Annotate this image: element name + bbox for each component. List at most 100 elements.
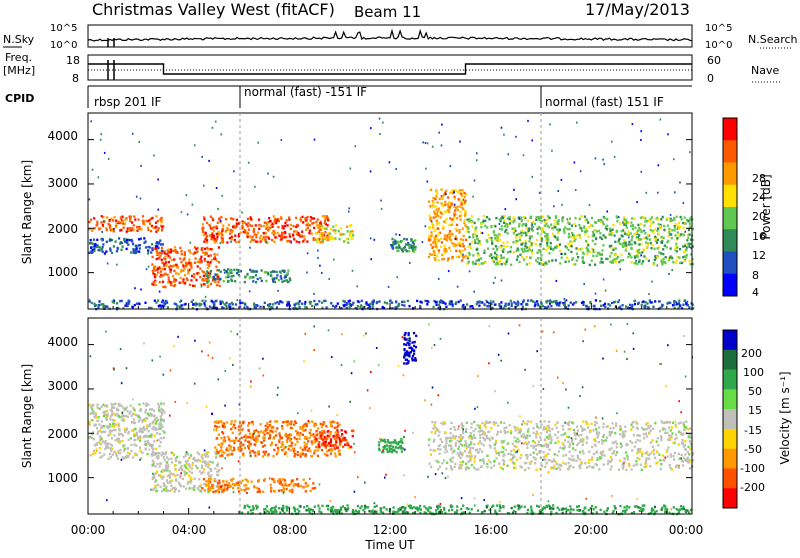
velocity-cell-r3	[248, 441, 250, 443]
power-cell-r3	[304, 218, 306, 220]
power-cell-r8	[559, 262, 561, 264]
power-cell-r0	[128, 229, 130, 231]
power-cell-r8	[495, 245, 497, 247]
power-cell-r2	[196, 272, 198, 274]
power-cell-r3	[302, 221, 304, 223]
power-cell-r8	[472, 254, 474, 256]
beam-label: Beam 11	[354, 3, 421, 21]
velocity-cell-r7	[543, 451, 545, 453]
power-cell-r7	[441, 204, 443, 206]
power-cell-r1	[102, 246, 104, 248]
velocity-cell-r2	[237, 481, 239, 483]
power-cell-r9	[112, 300, 114, 302]
power-noise-point	[575, 225, 577, 227]
power-cell-r9	[384, 301, 386, 303]
power-cell-r1	[132, 243, 134, 245]
power-cell-r8	[496, 249, 498, 251]
velocity-cell-r4	[349, 446, 351, 448]
velocity-cell-r3	[242, 454, 244, 456]
power-noise-point	[519, 218, 521, 220]
velocity-cell-r2	[270, 484, 272, 486]
velocity-cell-r3	[304, 444, 306, 446]
power-cell-r1	[138, 238, 140, 240]
power-cell-r8	[668, 231, 670, 233]
velocity-cell-r7	[481, 450, 483, 452]
power-cell-r9	[595, 299, 597, 301]
velocity-cell-r7	[607, 460, 609, 462]
power-cell-r9	[460, 299, 462, 301]
velocity-cell-r2	[224, 487, 226, 489]
power-cell-r2	[156, 251, 158, 253]
power-cell-r3	[284, 236, 286, 238]
power-cell-r8	[573, 237, 575, 239]
power-cell-r8	[474, 230, 476, 232]
power-noise-point	[632, 123, 634, 125]
velocity-cell-r5	[387, 441, 389, 443]
power-plot-area	[88, 113, 692, 309]
power-noise-point	[241, 212, 243, 214]
power-cell-r1	[128, 239, 130, 241]
power-cell-r9	[687, 304, 689, 306]
power-cell-r5	[209, 274, 211, 276]
power-noise-point	[267, 173, 269, 175]
power-noise-point	[321, 272, 323, 274]
velocity-cell-r7	[536, 423, 538, 425]
power-cell-r8	[599, 236, 601, 238]
power-cell-r8	[654, 236, 656, 238]
power-cell-r0	[96, 223, 98, 225]
velocity-cell-r0	[101, 431, 103, 433]
power-cell-r3	[324, 231, 326, 233]
velocity-cell-r0	[110, 409, 112, 411]
velocity-cell-r6	[411, 341, 413, 343]
velocity-cell-r1	[167, 482, 169, 484]
power-cell-r4	[352, 234, 354, 236]
power-cell-r8	[468, 236, 470, 238]
power-cell-r8	[477, 218, 479, 220]
power-cell-r1	[147, 252, 149, 254]
velocity-cell-r7	[470, 426, 472, 428]
power-colorbar-band-5	[723, 229, 737, 252]
power-cell-r7	[463, 222, 465, 224]
power-noise-point	[379, 133, 381, 135]
cpid-mode-1: rbsp 201 IF	[94, 95, 161, 109]
velocity-cell-r3	[299, 438, 301, 440]
power-cell-r7	[430, 235, 432, 237]
power-cell-r8	[482, 262, 484, 264]
power-cell-r8	[519, 254, 521, 256]
power-noise-point	[561, 204, 563, 206]
power-noise-point	[427, 181, 429, 183]
power-noise-point	[92, 169, 94, 171]
velocity-cell-r7	[434, 432, 436, 434]
power-cell-r3	[275, 222, 277, 224]
velocity-cell-r2	[290, 489, 292, 491]
power-cell-r8	[667, 240, 669, 242]
power-cell-r4	[349, 232, 351, 234]
power-cell-r3	[271, 232, 273, 234]
power-cell-r0	[107, 223, 109, 225]
velocity-cell-r1	[166, 461, 168, 463]
power-cell-r1	[131, 240, 133, 242]
power-cell-r9	[494, 303, 496, 305]
power-cell-r7	[443, 204, 445, 206]
power-cell-r5	[276, 274, 278, 276]
power-noise-point	[328, 278, 330, 280]
velocity-cell-r0	[101, 406, 103, 408]
velocity-cell-r0	[109, 443, 111, 445]
power-cell-r8	[502, 242, 504, 244]
power-cell-r2	[181, 250, 183, 252]
power-cell-r3	[296, 240, 298, 242]
power-cell-r1	[123, 238, 125, 240]
velocity-cell-r1	[189, 487, 191, 489]
power-cell-r8	[484, 262, 486, 264]
power-cell-r3	[209, 235, 211, 237]
power-cell-r9	[426, 300, 428, 302]
power-cell-r8	[535, 219, 537, 221]
velocity-cell-r3	[330, 431, 332, 433]
velocity-cell-r0	[97, 406, 99, 408]
power-cell-r8	[576, 253, 578, 255]
power-noise-point	[553, 205, 555, 207]
power-cell-r2	[195, 279, 197, 281]
velocity-cell-r3	[214, 446, 216, 448]
velocity-cell-r7	[614, 432, 616, 434]
power-cell-r4	[322, 233, 324, 235]
